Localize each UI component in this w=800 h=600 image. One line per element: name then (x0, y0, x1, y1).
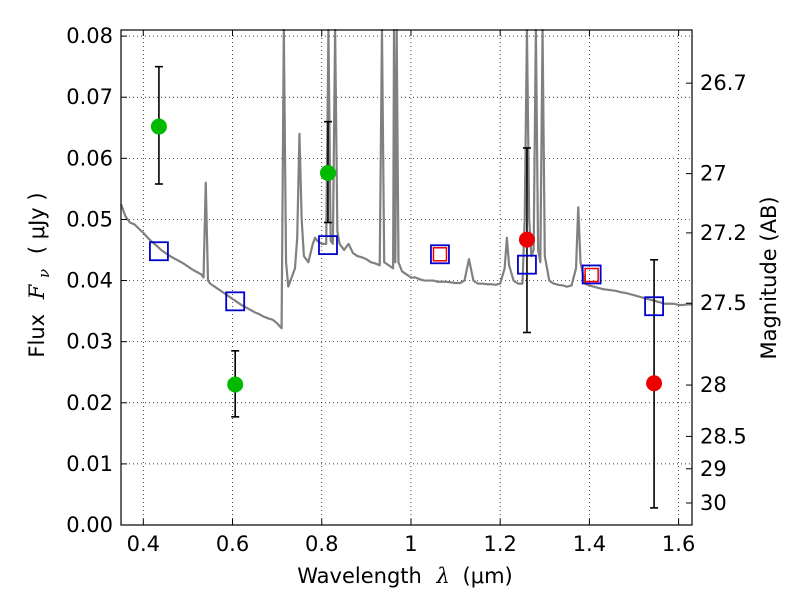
y2-tick-label: 29 (700, 457, 727, 481)
y2-tick-label: 26.7 (700, 71, 747, 95)
model-square-marker (225, 291, 246, 312)
y-tick-label: 0.06 (66, 146, 113, 170)
model-square-marker (430, 244, 450, 265)
y2-axis-label: Magnitude (AB) (757, 196, 781, 359)
model-small-square-marker (584, 267, 599, 283)
observed-point (646, 375, 663, 392)
tick-labels: 0.4 0.6 0.8 1 1.2 1.4 1.6 0.00 0.01 0.02 0.03 0.04 0… (66, 24, 747, 556)
y-tick-label: 0.07 (66, 85, 113, 109)
x-axis-label-text: Wavelength (297, 564, 422, 588)
ticks (121, 30, 692, 526)
y-axis-label: Flux F ν ( μJy ) (25, 192, 54, 357)
y2-tick-label: 28.5 (700, 424, 747, 448)
x-axis-unit: (μm) (463, 564, 513, 588)
x-tick-label: 0.4 (127, 532, 160, 556)
y-axis-unit: ( μJy ) (25, 192, 49, 254)
y2-tick-label: 27.5 (700, 291, 747, 315)
y2-tick-label: 30 (700, 491, 727, 515)
y2-tick-label: 27 (700, 162, 727, 186)
observed-point (150, 118, 167, 135)
x-axis-label: Wavelength λ (μm) (297, 564, 512, 588)
model-square-marker (318, 235, 338, 256)
x-axis-symbol: λ (436, 564, 450, 588)
y-tick-label: 0.08 (66, 24, 113, 48)
model-square-marker (517, 254, 537, 275)
model-square-marker (644, 296, 664, 317)
plot-frame (120, 29, 693, 526)
y2-axis-label-text: Magnitude (AB) (757, 196, 781, 359)
y2-tick-label: 27.2 (700, 221, 747, 245)
y-tick-label: 0.05 (66, 207, 113, 231)
y2-tick-label: 28 (700, 373, 727, 397)
error-bars (154, 65, 659, 509)
spectrum-series (119, 28, 692, 330)
observed-point (518, 231, 535, 248)
observed-point (319, 165, 336, 181)
model-square-marker (149, 241, 169, 262)
y-tick-label: 0.04 (66, 269, 113, 293)
x-tick-label: 1.2 (483, 532, 516, 556)
markers (149, 118, 664, 393)
observed-point (227, 376, 244, 393)
y-tick-label: 0.02 (66, 391, 113, 415)
x-tick-label: 1.4 (573, 532, 606, 556)
x-tick-label: 0.8 (305, 532, 338, 556)
x-tick-label: 1.6 (662, 532, 695, 556)
spectrum-line (119, 28, 692, 330)
model-small-square-marker (432, 247, 448, 262)
x-tick-label: 1 (404, 532, 417, 556)
y-tick-label: 0.01 (66, 452, 113, 476)
y-tick-label: 0.03 (66, 330, 113, 354)
y-axis-symbol-sub: ν (35, 269, 53, 278)
y-axis-symbol: F (25, 283, 49, 300)
y-axis-label-text: Flux (25, 314, 49, 358)
x-tick-label: 0.6 (216, 532, 249, 556)
y-tick-label: 0.00 (66, 513, 113, 537)
model-square-marker (581, 264, 602, 285)
grid (121, 30, 692, 526)
